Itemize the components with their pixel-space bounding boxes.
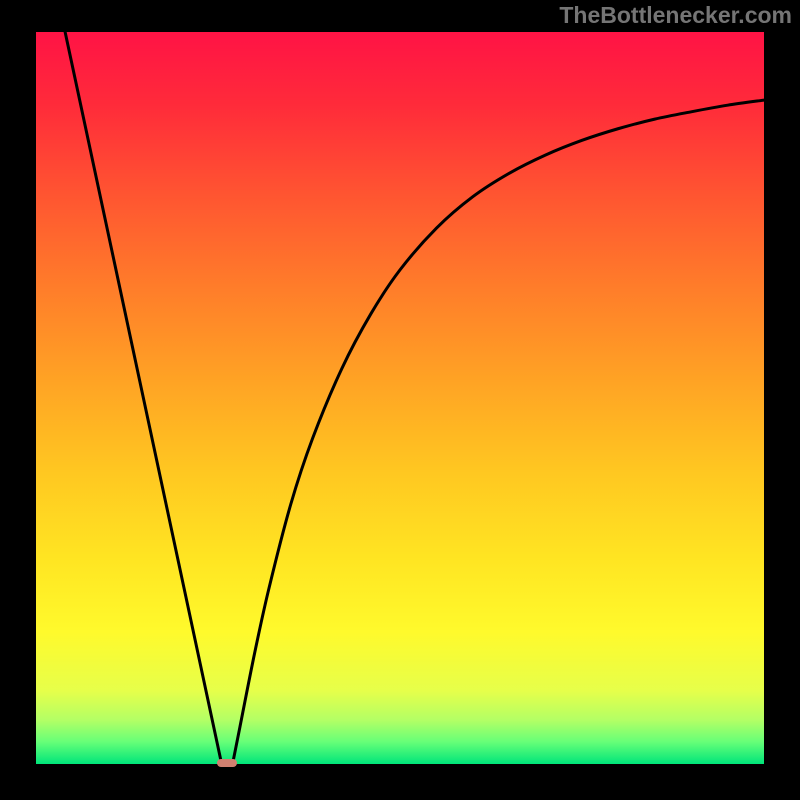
optimal-marker [217,759,237,767]
chart-container: TheBottlenecker.com [0,0,800,800]
plot-area [36,32,764,764]
bottleneck-curve [65,32,764,764]
watermark-text: TheBottlenecker.com [559,2,792,29]
curve-svg [36,32,764,764]
